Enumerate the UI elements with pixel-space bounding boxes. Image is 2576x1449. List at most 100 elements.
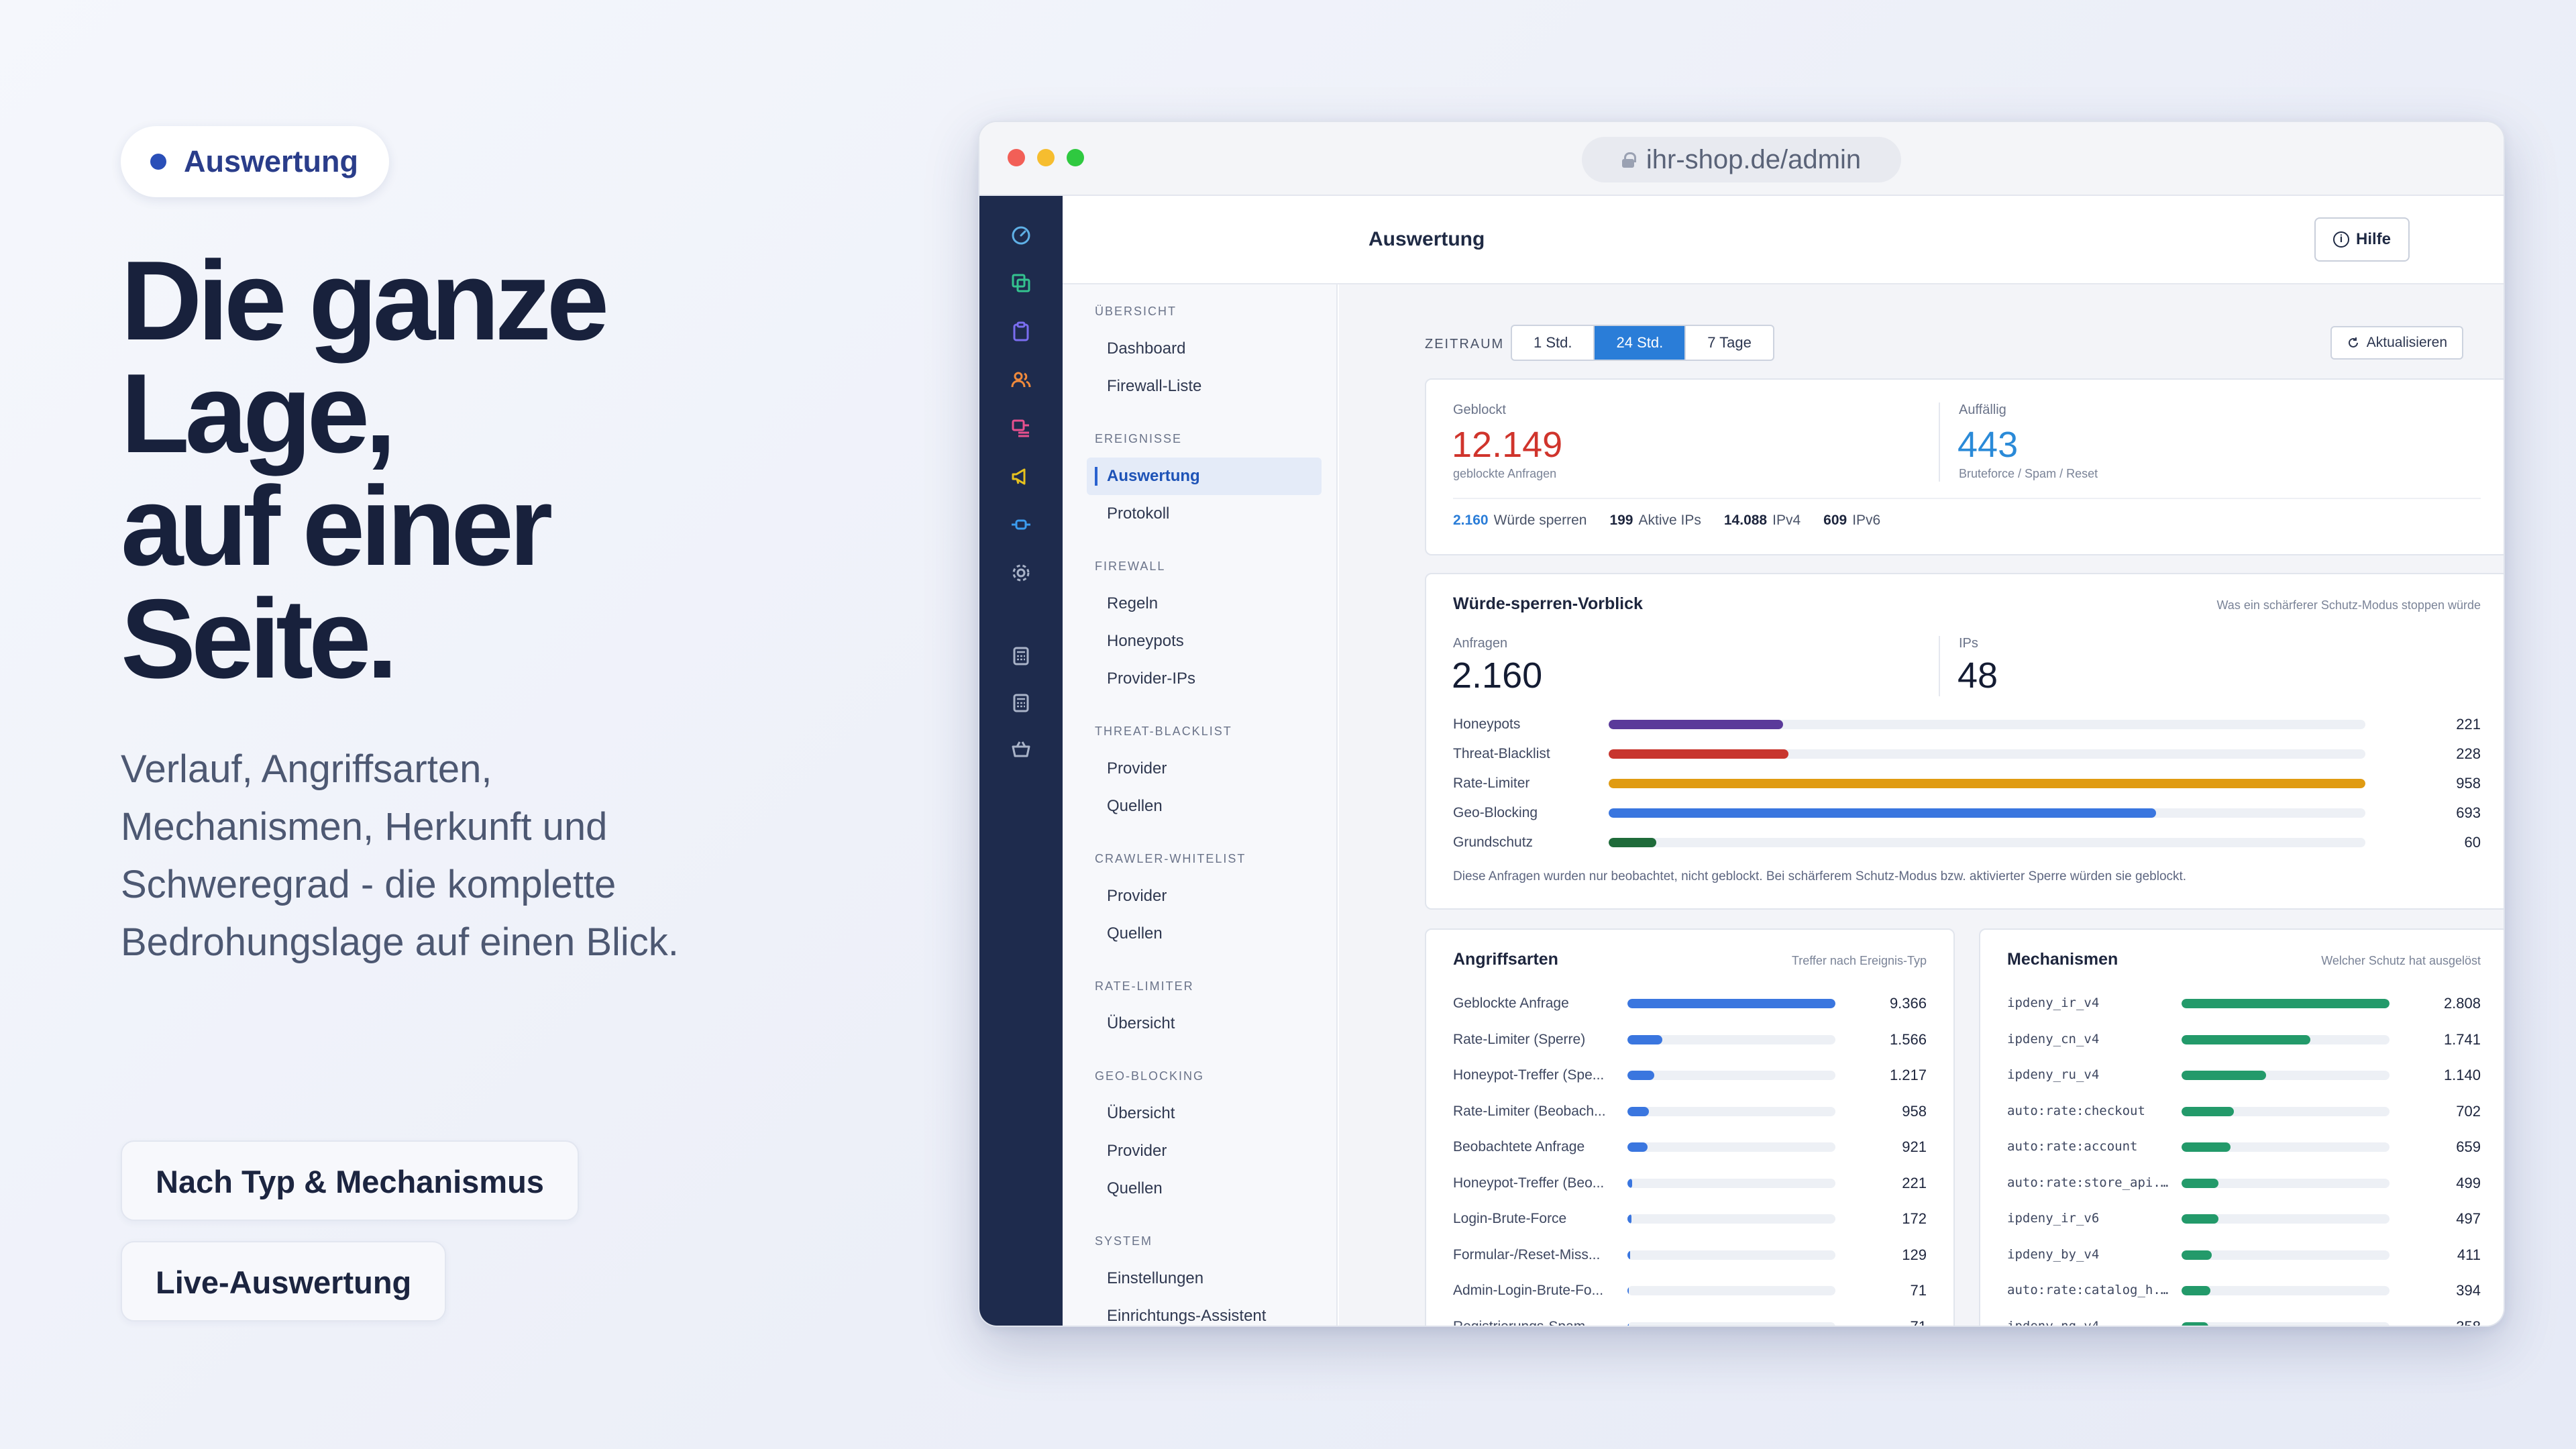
nav-item[interactable]: Provider-IPs xyxy=(1107,669,1196,688)
bar-label: ipdeny_nq_v4 xyxy=(2007,1319,2171,1326)
bar-track xyxy=(1627,1214,1835,1224)
basket-icon[interactable] xyxy=(1010,738,1032,759)
address-bar[interactable]: ihr-shop.de/admin xyxy=(1582,137,1901,182)
plug-icon[interactable] xyxy=(1010,514,1032,535)
bar-fill xyxy=(1609,720,1784,729)
bar-value: 497 xyxy=(2456,1210,2481,1227)
bar-fill xyxy=(1609,808,2156,818)
bar-label: Rate-Limiter xyxy=(1453,775,1530,791)
nav-item[interactable]: Quellen xyxy=(1107,1179,1163,1197)
bar-fill xyxy=(1627,1322,1629,1326)
nav-item[interactable]: Dashboard xyxy=(1107,339,1186,358)
close-window-button[interactable] xyxy=(1008,149,1025,166)
nav-item[interactable]: Provider xyxy=(1107,759,1167,777)
summary-stat: 14.088 IPv4 xyxy=(1724,513,1801,529)
nav-item[interactable]: Protokoll xyxy=(1107,504,1170,523)
refresh-icon xyxy=(2348,337,2358,347)
calculator-icon[interactable] xyxy=(1010,645,1032,667)
bar-fill xyxy=(2182,1214,2218,1224)
bar-track xyxy=(2182,1106,2390,1116)
bar-track xyxy=(1627,1178,1835,1188)
summary-divider xyxy=(1939,402,1940,482)
summary-stat-value: 609 xyxy=(1823,513,1847,528)
bar-track xyxy=(1627,1142,1835,1152)
attacks-title: Angriffsarten xyxy=(1453,950,1558,969)
bar-track xyxy=(1627,999,1835,1008)
zeitraum-label: ZEITRAUM xyxy=(1425,337,1505,352)
nav-item[interactable]: Übersicht xyxy=(1107,1014,1175,1032)
bar-track xyxy=(2182,1142,2390,1152)
minimize-window-button[interactable] xyxy=(1037,149,1055,166)
bar-value: 71 xyxy=(1910,1282,1927,1299)
layers-icon[interactable] xyxy=(1010,272,1032,294)
mechanisms-title: Mechanismen xyxy=(2007,950,2118,969)
window-controls xyxy=(1008,149,1084,166)
maximize-window-button[interactable] xyxy=(1067,149,1084,166)
bar-label: ipdeny_by_v4 xyxy=(2007,1246,2100,1262)
preview-requests-label: Anfragen xyxy=(1453,636,1508,651)
bar-fill xyxy=(2182,1106,2234,1116)
nav-item[interactable]: Provider xyxy=(1107,887,1167,905)
nav-item[interactable]: Honeypots xyxy=(1107,632,1184,650)
nav-item[interactable]: Einstellungen xyxy=(1107,1269,1204,1287)
bar-value: 228 xyxy=(2456,745,2481,762)
bar-track xyxy=(2182,1178,2390,1188)
bar-track xyxy=(2182,1071,2390,1080)
bar-fill xyxy=(1627,1142,1648,1152)
bar-label: auto:rate:account xyxy=(2007,1139,2138,1154)
suspicious-label: Auffällig xyxy=(1959,402,2006,417)
headline-line: Lage, xyxy=(121,350,396,476)
nav-item[interactable]: Übersicht xyxy=(1107,1104,1175,1122)
calculator-icon[interactable] xyxy=(1010,692,1032,714)
bar-track xyxy=(1627,1034,1835,1044)
refresh-label: Aktualisieren xyxy=(2366,335,2447,350)
bar-label: auto:rate:checkout xyxy=(2007,1103,2145,1118)
bar-track xyxy=(2182,1322,2390,1326)
megaphone-icon[interactable] xyxy=(1010,466,1032,487)
list-icon[interactable] xyxy=(1010,417,1032,439)
bar-value: 958 xyxy=(1902,1102,1927,1120)
bar-value: 9.366 xyxy=(1889,995,1927,1012)
nav-item[interactable]: Firewall-Liste xyxy=(1107,377,1202,395)
summary-stat-label: IPv4 xyxy=(1772,513,1801,528)
nav-item[interactable]: Quellen xyxy=(1107,797,1163,815)
bar-label: Geo-Blocking xyxy=(1453,805,1538,820)
clipboard-icon[interactable] xyxy=(1010,321,1032,342)
range-button-1h[interactable]: 1 Std. xyxy=(1512,326,1595,360)
summary-stat-label: IPv6 xyxy=(1852,513,1881,528)
range-button-7d[interactable]: 7 Tage xyxy=(1707,334,1752,351)
nav-item[interactable]: Auswertung xyxy=(1087,458,1322,495)
badge-dot-icon xyxy=(150,154,166,170)
speedometer-icon[interactable] xyxy=(1010,224,1032,246)
summary-stat-value: 2.160 xyxy=(1453,513,1489,528)
bar-track xyxy=(2182,1034,2390,1044)
bar-fill xyxy=(2182,1071,2266,1080)
range-button-24h[interactable]: 24 Std. xyxy=(1595,326,1686,360)
bar-fill xyxy=(2182,999,2390,1008)
summary-stat: 2.160 Würde sperren xyxy=(1453,513,1587,529)
summary-rule xyxy=(1453,498,2481,499)
bar-label: ipdeny_cn_v4 xyxy=(2007,1031,2100,1046)
feature-chip: Live-Auswertung xyxy=(121,1241,447,1322)
help-button[interactable]: i Hilfe xyxy=(2314,217,2410,262)
bar-track xyxy=(1627,1322,1835,1326)
users-icon[interactable] xyxy=(1010,369,1032,390)
refresh-button[interactable]: Aktualisieren xyxy=(2330,326,2463,360)
bar-value: 702 xyxy=(2456,1102,2481,1120)
bar-fill xyxy=(1627,1106,1649,1116)
bar-track xyxy=(1609,808,2365,818)
nav-section-title: Geo-Blocking xyxy=(1095,1069,1205,1083)
nav-item[interactable]: Regeln xyxy=(1107,594,1159,612)
bar-track xyxy=(2182,1250,2390,1260)
nav-item[interactable]: Quellen xyxy=(1107,924,1163,943)
bar-fill xyxy=(1627,1250,1631,1260)
help-label: Hilfe xyxy=(2355,230,2391,248)
bar-value: 358 xyxy=(2456,1318,2481,1326)
nav-item[interactable]: Provider xyxy=(1107,1142,1167,1160)
nav-item[interactable]: Einrichtungs-Assistent xyxy=(1107,1307,1267,1325)
gear-icon[interactable] xyxy=(1010,562,1032,584)
bar-value: 1.566 xyxy=(1889,1030,1927,1048)
bar-label: ipdeny_ir_v4 xyxy=(2007,996,2100,1010)
nav-section-title: Threat-Blacklist xyxy=(1095,724,1232,738)
bar-value: 1.217 xyxy=(1889,1067,1927,1083)
